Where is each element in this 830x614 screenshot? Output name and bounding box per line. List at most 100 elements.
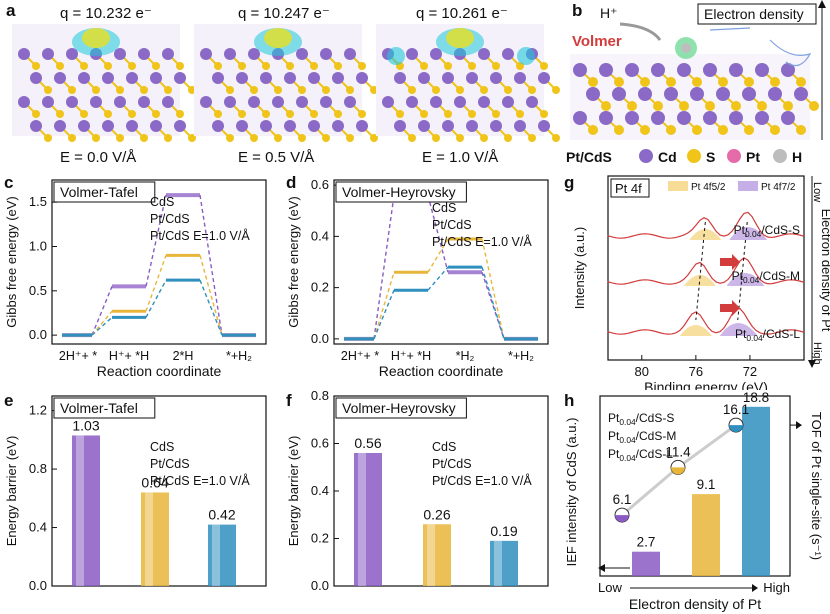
y-axis-label: Energy barrier (eV) <box>4 436 19 547</box>
cd-atom <box>442 72 454 84</box>
s-atom <box>666 125 676 135</box>
h-legend-icon <box>773 149 787 163</box>
charge-label-2: q = 10.247 e⁻ <box>238 5 330 22</box>
s-atom <box>504 86 512 94</box>
title-box <box>53 181 156 203</box>
cd-atom <box>664 87 678 101</box>
s-atom <box>456 134 464 142</box>
s-atom <box>731 101 741 111</box>
cd-atom <box>212 72 224 84</box>
cd-atom <box>78 120 90 132</box>
transition-line-0 <box>145 194 167 287</box>
cd-atom <box>78 72 90 84</box>
y-axis-label: Energy barrier (eV) <box>286 436 301 547</box>
cd-atom <box>729 111 743 125</box>
s-atom <box>679 101 689 111</box>
s-atom <box>705 101 715 111</box>
s-atom <box>140 86 148 94</box>
cd-atom <box>466 120 478 132</box>
cd-atom <box>30 120 42 132</box>
charge-density-core <box>264 28 292 48</box>
plot-frame <box>607 175 805 361</box>
cd-atom <box>418 72 430 84</box>
panel-a-label: a <box>6 1 16 20</box>
s-atom <box>358 62 366 70</box>
title-box <box>335 397 467 419</box>
s-atom <box>238 110 246 118</box>
cd-atom <box>406 48 418 60</box>
cd-atom <box>150 72 162 84</box>
panel-d-chart: d 0.0 0.2 0.4 0.6 Gibbs free energy (eV) Volme… <box>286 173 549 379</box>
cd-atom <box>260 120 272 132</box>
pt-legend-icon <box>727 149 741 163</box>
bar <box>490 540 518 586</box>
y-axis-label: IEF intensity of CdS (a.u.) <box>564 418 579 567</box>
legend-2: Pt/CdS E=1.0 V/Å <box>432 473 532 488</box>
x-category-label: *H₂ <box>456 349 475 363</box>
s-atom <box>176 110 184 118</box>
peak-4f52 <box>689 229 722 240</box>
cd-atom <box>490 120 502 132</box>
s-atom <box>286 110 294 118</box>
x-category-label: *+H₂ <box>508 349 534 363</box>
cd-atom <box>502 48 514 60</box>
legend-0: CdS <box>432 440 456 454</box>
tof-marker-fill <box>729 425 743 433</box>
s-atom <box>796 77 806 87</box>
bar <box>632 551 660 576</box>
y-tick-label: 0.6 <box>311 436 329 451</box>
x-category-label: H⁺+ *H <box>109 349 149 363</box>
transition-line-0 <box>199 194 223 336</box>
cd-atom <box>260 72 272 84</box>
s-legend-icon <box>687 149 701 163</box>
legend-0: CdS <box>150 195 174 209</box>
title-box <box>610 178 650 198</box>
s-atom <box>80 110 88 118</box>
y2-axis-label: TOF of Pt single-site (s⁻¹) <box>809 412 824 560</box>
s-atom <box>56 62 64 70</box>
cd-atom <box>677 63 691 77</box>
xps-spectrum <box>607 211 805 239</box>
legend-2: Pt/CdS E=1.0 V/Å <box>432 234 532 249</box>
cd-atom <box>703 63 717 77</box>
s-atom <box>286 62 294 70</box>
legend-0: CdS <box>432 201 456 215</box>
y-tick-label: 0.4 <box>311 228 329 243</box>
bar-value-label: 0.64 <box>141 474 168 490</box>
cd-atom <box>236 120 248 132</box>
arrow-left-icon <box>598 564 605 572</box>
s-atom <box>140 134 148 142</box>
bar-highlight <box>212 524 220 586</box>
arrow-right-icon <box>752 584 758 592</box>
cd-atom <box>454 96 466 108</box>
x-axis-label: Reaction coordinate <box>379 363 504 379</box>
y-tick-label: 0.0 <box>29 327 47 342</box>
bar-value-label: 0.42 <box>208 507 235 523</box>
peak-shift-guide <box>737 221 748 321</box>
s-atom <box>396 110 404 118</box>
cd-atom <box>612 87 626 101</box>
s-atom <box>56 110 64 118</box>
peak-4f72 <box>719 323 758 336</box>
chart-title: Volmer-Heyrovsky <box>342 400 456 416</box>
cd-atom <box>102 72 114 84</box>
bar-value-label: 2.7 <box>637 535 656 550</box>
y-tick-label: 0.0 <box>311 578 329 593</box>
cd-atom <box>332 120 344 132</box>
cd-atom <box>150 120 162 132</box>
cd-atom <box>272 96 284 108</box>
cd-atom <box>66 96 78 108</box>
axis-bottom-label: High <box>811 342 823 365</box>
s-atom <box>250 134 258 142</box>
cd-atom <box>406 96 418 108</box>
s-atom <box>653 101 663 111</box>
x-low-label: Low <box>598 580 622 595</box>
s-atom <box>744 77 754 87</box>
s-atom <box>92 86 100 94</box>
cd-atom <box>248 48 260 60</box>
volmer-label: Volmer <box>572 33 622 50</box>
legend-0: CdS <box>150 440 174 454</box>
y-tick-label: 1.0 <box>29 238 47 253</box>
panel-e-label: e <box>4 391 13 410</box>
chart-title: Volmer-Heyrovsky <box>342 184 456 200</box>
